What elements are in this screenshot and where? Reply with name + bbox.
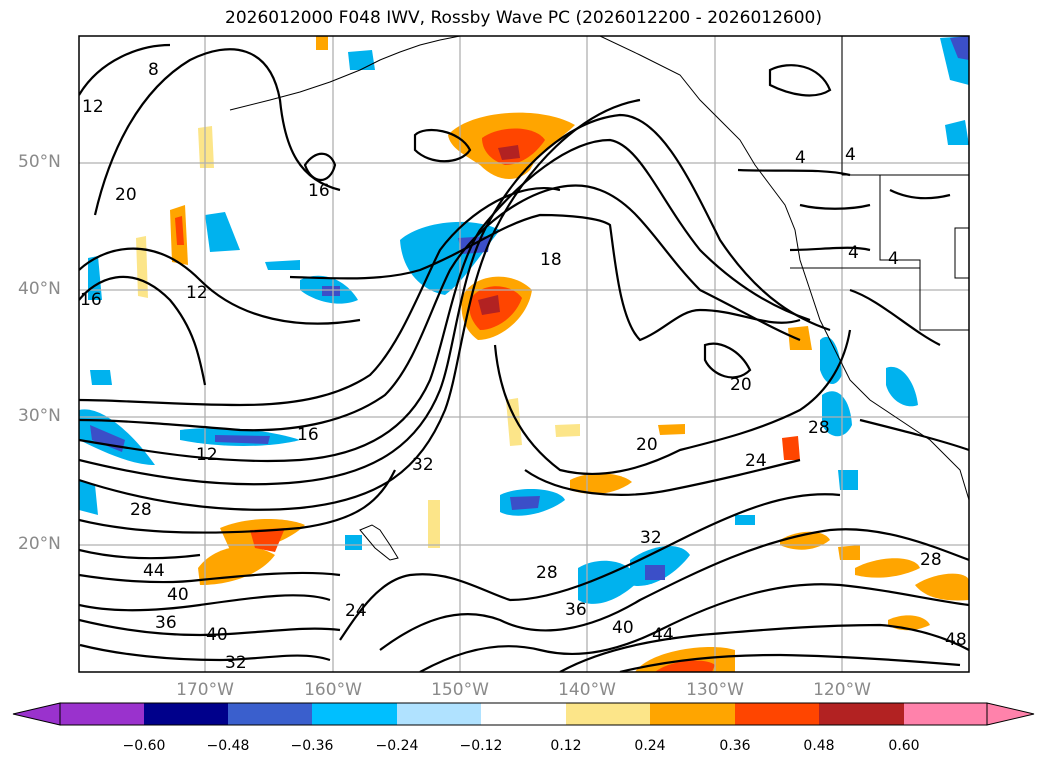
contour-label: 16	[80, 290, 102, 310]
lat-label: 20°N	[18, 534, 61, 554]
contour-label: 36	[155, 613, 177, 633]
colorbar-tick: −0.24	[375, 738, 419, 754]
colorbar-tick: −0.12	[459, 738, 503, 754]
colorbar-tick: −0.36	[290, 738, 334, 754]
lon-label: 160°W	[304, 680, 362, 700]
contour-label: 18	[540, 250, 562, 270]
colorbar-tick: 0.12	[550, 738, 582, 754]
contour-label: 4	[848, 243, 859, 263]
colorbar-cell	[650, 703, 735, 725]
map-title: 2026012000 F048 IWV, Rossby Wave PC (202…	[225, 8, 822, 28]
contour-label: 28	[536, 563, 558, 583]
colorbar-cell	[904, 703, 987, 725]
colorbar-cell	[60, 703, 144, 725]
lon-label: 140°W	[558, 680, 616, 700]
contour-label: 4	[888, 249, 899, 269]
lon-label: 150°W	[431, 680, 489, 700]
lon-label: 130°W	[686, 680, 744, 700]
contour-label: 12	[196, 445, 218, 465]
contour-label: 12	[82, 97, 104, 117]
colorbar-cell	[481, 703, 566, 725]
contour-label: 28	[920, 550, 942, 570]
iwv-contours	[79, 43, 969, 672]
colorbar-tick: −0.48	[206, 738, 250, 754]
contour-label: 40	[206, 625, 228, 645]
contour-label: 4	[795, 148, 806, 168]
colorbar-tick: 0.60	[888, 738, 920, 754]
contour-label: 36	[565, 600, 587, 620]
contour-label: 16	[297, 425, 319, 445]
contour-label: 28	[130, 500, 152, 520]
contour-label: 16	[308, 181, 330, 201]
colorbar-cell	[819, 703, 904, 725]
colorbar-tick: 0.48	[803, 738, 835, 754]
lon-label: 170°W	[176, 680, 234, 700]
contour-labels: 8 12 20 16 4 4 4 4 12 16 18 28 20 12 16 …	[80, 60, 967, 673]
colorbar-cell	[735, 703, 819, 725]
colorbar-cell	[566, 703, 650, 725]
contour-label: 32	[225, 653, 247, 673]
colorbar-tick: 0.36	[719, 738, 751, 754]
colorbar-cell	[228, 703, 312, 725]
colorbar-cell	[397, 703, 481, 725]
contour-label: 12	[186, 283, 208, 303]
lat-label: 50°N	[18, 152, 61, 172]
contour-label: 48	[945, 630, 967, 650]
lat-label: 30°N	[18, 406, 61, 426]
contour-label: 28	[808, 418, 830, 438]
contour-label: 44	[652, 625, 674, 645]
map-panel: 8 12 20 16 4 4 4 4 12 16 18 28 20 12 16 …	[79, 36, 969, 673]
contour-label: 8	[148, 60, 159, 80]
colorbar-tick: 0.24	[634, 738, 666, 754]
colorbar-tick: −0.60	[122, 738, 166, 754]
contour-label: 32	[640, 528, 662, 548]
contour-label: 40	[612, 618, 634, 638]
lat-label: 40°N	[18, 279, 61, 299]
colorbar-cell	[312, 703, 397, 725]
contour-label: 40	[167, 585, 189, 605]
lon-label: 120°W	[813, 680, 871, 700]
colorbar	[12, 702, 1035, 726]
map-frame	[78, 35, 970, 673]
contour-label: 32	[412, 455, 434, 475]
coastlines	[229, 36, 969, 561]
contour-label: 44	[143, 561, 165, 581]
contour-label: 20	[730, 375, 752, 395]
contour-label: 24	[345, 601, 367, 621]
contour-label: 4	[845, 145, 856, 165]
contour-label: 20	[636, 435, 658, 455]
contour-label: 20	[115, 185, 137, 205]
colorbar-cell	[144, 703, 228, 725]
anomaly-shading	[79, 36, 969, 672]
contour-label: 24	[745, 451, 767, 471]
